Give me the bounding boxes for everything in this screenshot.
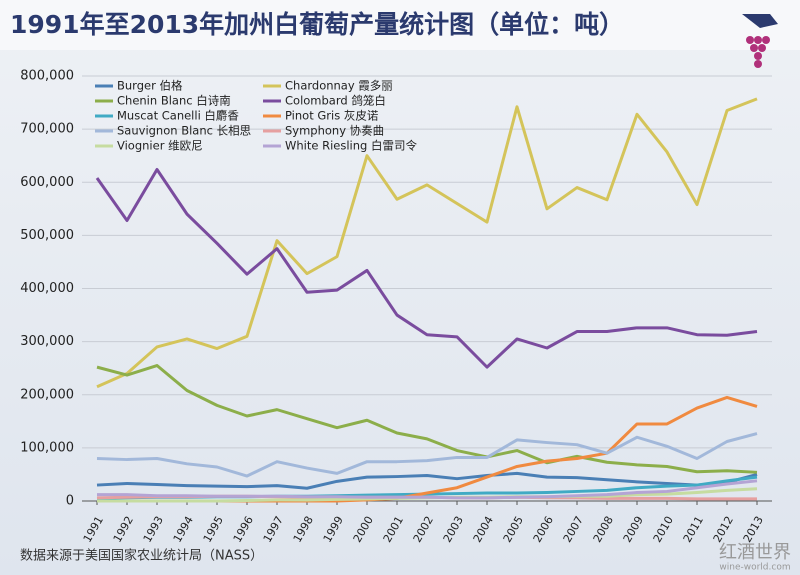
x-tick-label: 2002: [411, 514, 436, 545]
legend-label: Burger 伯格: [117, 79, 183, 93]
x-tick-label: 2006: [531, 514, 556, 545]
x-tick-label: 1991: [81, 514, 106, 545]
x-tick-label: 2005: [501, 514, 526, 545]
title-bar: [0, 0, 800, 50]
x-tick-label: 2007: [561, 514, 586, 545]
x-tick-label: 2004: [471, 514, 496, 545]
x-tick-label: 1996: [231, 514, 256, 545]
legend-label: Viognier 维欧尼: [117, 139, 203, 153]
logo-url: wine-world.com: [719, 563, 790, 573]
y-tick-label: 800,000: [20, 69, 74, 84]
series-line: [96, 471, 758, 490]
y-tick-label: 100,000: [20, 440, 74, 455]
source-note: 数据来源于美国国家农业统计局（NASS）: [20, 548, 263, 564]
legend-label: Sauvignon Blanc 长相思: [117, 124, 251, 138]
legend-label: Chardonnay 霞多丽: [285, 79, 393, 93]
y-tick-label: 600,000: [20, 175, 74, 190]
x-tick-label: 2013: [741, 514, 766, 545]
series-line: [96, 364, 758, 474]
y-tick-label: 400,000: [20, 281, 74, 296]
x-tick-label: 2003: [441, 514, 466, 545]
x-tick-label: 2008: [591, 514, 616, 545]
legend-label: Muscat Canelli 白麝香: [117, 109, 239, 123]
y-tick-label: 500,000: [20, 228, 74, 243]
y-tick-label: 700,000: [20, 122, 74, 137]
chart-title: 1991年至2013年加州白葡萄产量统计图（单位：吨）: [10, 10, 624, 39]
legend-label: Pinot Gris 灰皮诺: [285, 109, 379, 123]
x-tick-label: 2009: [621, 514, 646, 545]
y-tick-label: 200,000: [20, 387, 74, 402]
legend-label: White Riesling 白雷司令: [285, 139, 417, 153]
series-line: [96, 97, 758, 389]
x-tick-label: 1992: [111, 514, 136, 545]
x-tick-label: 1994: [171, 514, 196, 545]
x-tick-label: 2011: [681, 514, 706, 545]
y-tick-label: 0: [66, 494, 74, 509]
x-tick-label: 2000: [351, 514, 376, 545]
legend-label: Chenin Blanc 白诗南: [117, 94, 231, 108]
x-tick-label: 2010: [651, 514, 676, 545]
legend-label: Symphony 协奏曲: [285, 124, 384, 138]
y-tick-label: 300,000: [20, 334, 74, 349]
grape-icon: [742, 14, 778, 68]
x-tick-label: 1993: [141, 514, 166, 545]
x-tick-label: 2012: [711, 514, 736, 545]
series-line: [96, 432, 758, 478]
series-line: [97, 479, 758, 500]
x-tick-label: 1999: [321, 514, 346, 545]
logo: 红酒世界: [719, 542, 791, 563]
x-tick-label: 2001: [381, 514, 406, 545]
x-tick-label: 1997: [261, 514, 286, 545]
x-tick-label: 1995: [201, 514, 226, 545]
series-line: [95, 168, 758, 369]
x-tick-label: 1998: [291, 514, 316, 545]
legend-label: Colombard 鸽笼白: [285, 94, 386, 108]
